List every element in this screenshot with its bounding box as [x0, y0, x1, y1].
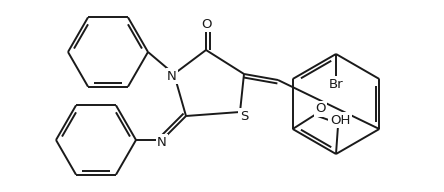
Text: N: N — [167, 70, 177, 83]
Text: N: N — [157, 136, 167, 148]
Text: OH: OH — [330, 113, 350, 127]
Text: O: O — [201, 17, 211, 31]
Text: Br: Br — [329, 78, 343, 90]
Text: S: S — [240, 109, 248, 122]
Text: O: O — [315, 103, 326, 116]
